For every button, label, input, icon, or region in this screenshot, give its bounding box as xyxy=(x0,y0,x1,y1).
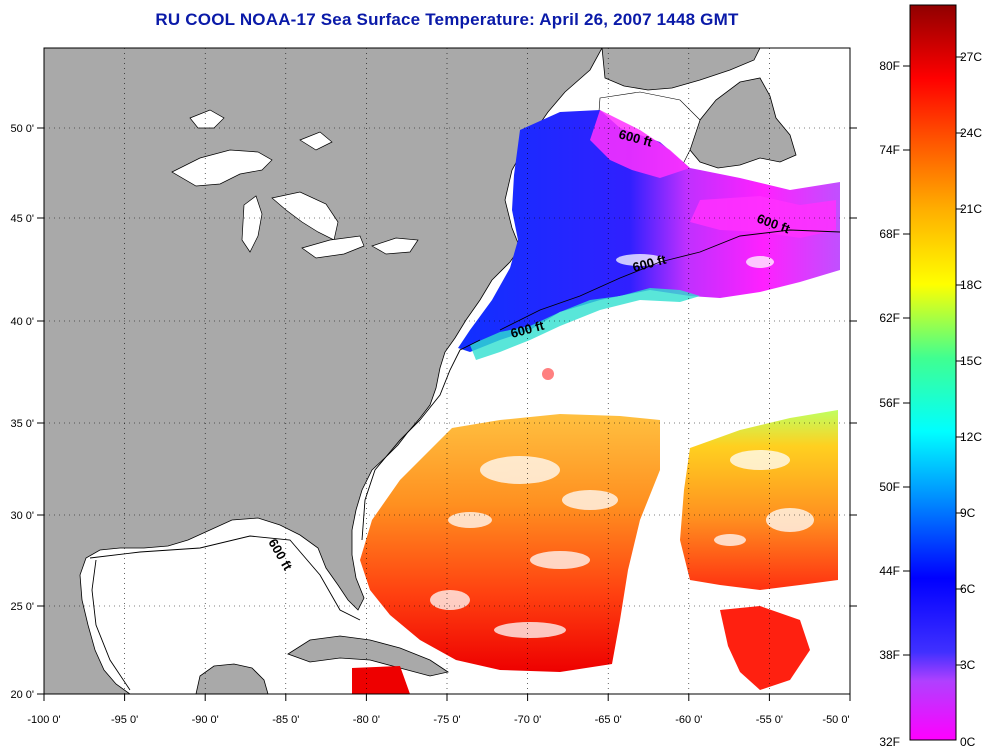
cloud-mask xyxy=(430,254,814,638)
sst-swath-south xyxy=(360,414,660,672)
y-tick-label: 50 0' xyxy=(10,123,34,135)
colorbar: 80F 74F 68F 62F 56F 50F 44F 38F 32F 27C … xyxy=(879,4,982,749)
y-axis-labels: 50 0' 45 0' 40 0' 35 0' 30 0' 25 0' 20 0… xyxy=(10,123,34,701)
colorbar-f-label: 80F xyxy=(879,59,900,73)
x-tick-label: -75 0' xyxy=(433,714,460,726)
y-tick-label: 20 0' xyxy=(10,689,34,701)
colorbar-f-label: 50F xyxy=(879,480,900,494)
eddy-spot xyxy=(542,368,554,380)
colorbar-f-label: 74F xyxy=(879,143,900,157)
x-tick-label: -80 0' xyxy=(353,714,380,726)
y-tick-label: 40 0' xyxy=(10,316,34,328)
y-tick-label: 25 0' xyxy=(10,601,34,613)
sst-swath-caribbean xyxy=(352,666,410,694)
x-tick-label: -60 0' xyxy=(675,714,702,726)
land-labrador xyxy=(601,48,761,91)
colorbar-gradient xyxy=(909,4,957,741)
colorbar-f-label: 62F xyxy=(879,311,900,325)
colorbar-f-label: 32F xyxy=(879,735,900,749)
x-tick-label: -55 0' xyxy=(756,714,783,726)
land-cuba xyxy=(287,635,450,677)
sst-swath-cyan xyxy=(470,288,700,360)
colorbar-c-label: 0C xyxy=(960,735,976,749)
colorbar-f-label: 44F xyxy=(879,564,900,578)
x-tick-label: -65 0' xyxy=(595,714,622,726)
sst-swath-east xyxy=(680,410,838,590)
x-tick-label: -85 0' xyxy=(272,714,299,726)
x-tick-label: -70 0' xyxy=(514,714,541,726)
depth-contours xyxy=(89,229,841,691)
y-tick-label: 35 0' xyxy=(10,418,34,430)
colorbar-c-label: 15C xyxy=(960,354,982,368)
sst-swath-north xyxy=(458,110,840,352)
y-tick-label: 30 0' xyxy=(10,510,34,522)
colorbar-f-label: 68F xyxy=(879,227,900,241)
great-lakes xyxy=(171,109,419,259)
colorbar-c-label: 3C xyxy=(960,658,976,672)
x-axis-labels: -100 0' -95 0' -90 0' -85 0' -80 0' -75 … xyxy=(27,714,849,726)
sst-swath-magenta xyxy=(590,110,836,238)
colorbar-c-label: 9C xyxy=(960,506,976,520)
tick-marks xyxy=(37,127,857,701)
colorbar-c-label: 12C xyxy=(960,430,982,444)
x-tick-label: -100 0' xyxy=(27,714,60,726)
land-newfoundland xyxy=(689,77,797,169)
colorbar-f-label: 56F xyxy=(879,396,900,410)
colorbar-c-label: 24C xyxy=(960,126,982,140)
map-title: RU COOL NOAA-17 Sea Surface Temperature:… xyxy=(155,10,739,29)
sst-swath-east-south xyxy=(720,606,810,690)
colorbar-c-label: 27C xyxy=(960,50,982,64)
colorbar-c-label: 21C xyxy=(960,202,982,216)
land-yucatan xyxy=(195,663,269,694)
x-tick-label: -90 0' xyxy=(192,714,219,726)
colorbar-f-label: 38F xyxy=(879,648,900,662)
colorbar-c-label: 18C xyxy=(960,278,982,292)
x-tick-label: -50 0' xyxy=(822,714,849,726)
x-tick-label: -95 0' xyxy=(111,714,138,726)
colorbar-c-label: 6C xyxy=(960,582,976,596)
y-tick-label: 45 0' xyxy=(10,213,34,225)
